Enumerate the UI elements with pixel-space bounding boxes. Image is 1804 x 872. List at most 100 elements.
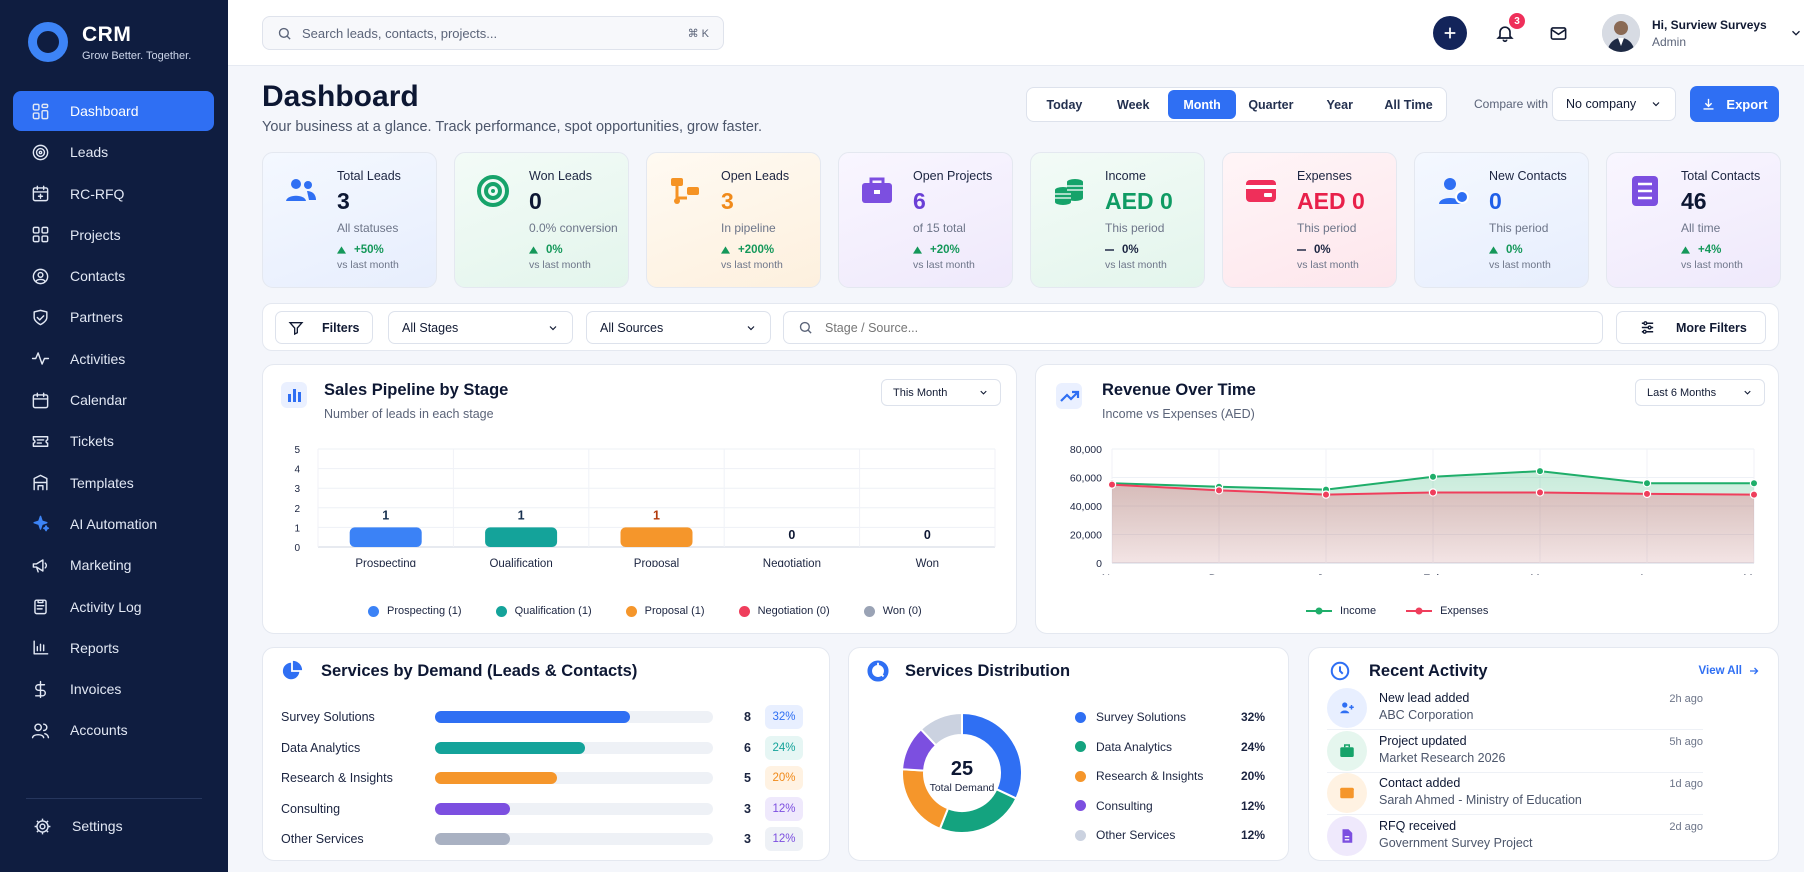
expenses-point[interactable] xyxy=(1428,488,1438,497)
distribution-legend-item[interactable]: Consulting 12% xyxy=(1075,799,1265,813)
sidebar-item-ai-automation[interactable]: AI Automation xyxy=(13,504,214,544)
legend-item[interactable]: Won (0) xyxy=(863,605,922,617)
kpi-card-new-contacts[interactable]: New Contacts 0 This period 0% vs last month xyxy=(1414,152,1589,288)
legend-item[interactable]: Prospecting (1) xyxy=(368,605,462,617)
sidebar-item-templates[interactable]: Templates xyxy=(13,463,214,503)
activity-item[interactable]: New lead added ABC Corporation 2h ago xyxy=(1327,688,1703,730)
sidebar-item-leads[interactable]: Leads xyxy=(13,132,214,172)
kpi-card-total-contacts[interactable]: Total Contacts 46 All time +4% vs last month xyxy=(1606,152,1781,288)
user-role: Admin xyxy=(1652,34,1687,49)
expenses-area xyxy=(1112,484,1754,563)
tab-today[interactable]: Today xyxy=(1046,97,1083,112)
search-input[interactable] xyxy=(302,25,678,41)
sidebar-item-activity-log[interactable]: Activity Log xyxy=(13,587,214,627)
legend-item[interactable]: Qualification (1) xyxy=(495,605,592,617)
activity-item[interactable]: Contact added Sarah Ahmed - Ministry of … xyxy=(1327,773,1703,815)
view-all-link[interactable]: View All xyxy=(1699,665,1760,677)
notifications-button[interactable]: 3 xyxy=(1488,13,1525,50)
distribution-legend-item[interactable]: Data Analytics 24% xyxy=(1075,740,1265,754)
triangle-up-icon xyxy=(337,246,346,254)
legend-item[interactable]: Negotiation (0) xyxy=(738,605,830,617)
messages-button[interactable] xyxy=(1541,16,1575,50)
expenses-point[interactable] xyxy=(1749,490,1759,499)
stage-source-input[interactable] xyxy=(825,320,1602,335)
service-row[interactable]: Consulting 3 12% xyxy=(281,796,811,821)
tab-month[interactable]: Month xyxy=(1167,90,1237,119)
service-row[interactable]: Survey Solutions 8 32% xyxy=(281,705,811,729)
donut-slice[interactable] xyxy=(938,787,1018,834)
donut-slice[interactable] xyxy=(901,768,950,831)
kpi-card-expenses[interactable]: Expenses AED 0 This period 0% vs last month xyxy=(1222,152,1397,288)
filters-button[interactable]: Filters xyxy=(275,311,373,344)
sidebar-item-rc-rfq[interactable]: RC-RFQ xyxy=(13,174,214,214)
sidebar-item-projects[interactable]: Projects xyxy=(13,215,214,255)
activity-item[interactable]: RFQ received Government Survey Project 2… xyxy=(1327,815,1703,858)
income-point[interactable] xyxy=(1428,472,1438,481)
activity-title: RFQ received xyxy=(1379,818,1457,833)
distribution-legend-item[interactable]: Other Services 12% xyxy=(1075,828,1265,842)
sidebar-item-contacts[interactable]: Contacts xyxy=(13,256,214,296)
bar-chart-icon xyxy=(33,640,49,655)
pipeline-legend: Prospecting (1) Qualification (1) Proposal… xyxy=(368,605,922,617)
sidebar-item-activities[interactable]: Activities xyxy=(13,339,214,379)
kpi-card-income[interactable]: Income AED 0 This period 0% vs last month xyxy=(1030,152,1205,288)
tab-week[interactable]: Week xyxy=(1117,97,1150,112)
brand[interactable]: CRM Grow Better. Together. xyxy=(28,22,191,62)
tab-quarter[interactable]: Quarter xyxy=(1248,97,1294,112)
bar[interactable] xyxy=(620,527,693,547)
expenses-point[interactable] xyxy=(1321,490,1331,499)
service-count: 6 xyxy=(744,740,751,755)
export-button[interactable]: Export xyxy=(1690,86,1779,122)
stage-source-search[interactable] xyxy=(783,311,1603,344)
y-tick-label: 60,000 xyxy=(1070,473,1102,485)
bar[interactable] xyxy=(485,527,558,547)
distribution-legend-item[interactable]: Survey Solutions 32% xyxy=(1075,710,1265,724)
kpi-delta-value: 0% xyxy=(1122,244,1139,256)
expenses-point[interactable] xyxy=(1535,488,1545,497)
legend-item[interactable]: Income xyxy=(1306,605,1376,617)
tab-year[interactable]: Year xyxy=(1326,97,1353,112)
global-search[interactable]: ⌘ K xyxy=(262,16,724,50)
activity-item[interactable]: Project updated Market Research 2026 5h … xyxy=(1327,730,1703,773)
bar[interactable] xyxy=(349,527,422,547)
donut-slice[interactable] xyxy=(919,711,963,747)
more-filters-button[interactable]: More Filters xyxy=(1616,311,1766,344)
income-point[interactable] xyxy=(1535,466,1545,476)
add-new-button[interactable] xyxy=(1433,16,1467,50)
expenses-point[interactable] xyxy=(1107,480,1117,489)
bar-chart-icon xyxy=(281,382,307,408)
income-point[interactable] xyxy=(1642,479,1652,488)
revenue-period-select[interactable]: Last 6 Months xyxy=(1635,379,1765,406)
stage-select[interactable]: All Stages xyxy=(388,311,573,344)
crm-logo-icon xyxy=(28,22,68,62)
user-menu[interactable]: Hi, Surview Surveys Admin xyxy=(1602,14,1803,52)
pipeline-period-select[interactable]: This Month xyxy=(881,379,1001,406)
kpi-value: 3 xyxy=(337,188,350,214)
source-select[interactable]: All Sources xyxy=(586,311,771,344)
expenses-point[interactable] xyxy=(1214,486,1224,495)
tab-all-time[interactable]: All Time xyxy=(1384,97,1433,112)
sidebar-item-accounts[interactable]: Accounts xyxy=(13,710,214,750)
service-row[interactable]: Data Analytics 6 24% xyxy=(281,735,811,760)
income-point[interactable] xyxy=(1749,479,1759,488)
chevron-down-icon xyxy=(1791,30,1800,36)
legend-item[interactable]: Proposal (1) xyxy=(625,605,705,617)
kpi-card-open-projects[interactable]: Open Projects 6 of 15 total +20% vs last mon… xyxy=(838,152,1013,288)
compare-select[interactable]: No company xyxy=(1552,87,1676,121)
sidebar-item-tickets[interactable]: Tickets xyxy=(13,421,214,461)
kpi-card-total-leads[interactable]: Total Leads 3 All statuses +50% vs last mont… xyxy=(262,152,437,288)
sidebar-item-marketing[interactable]: Marketing xyxy=(13,545,214,585)
sidebar-item-dashboard[interactable]: Dashboard xyxy=(13,91,214,131)
kpi-card-open-leads[interactable]: Open Leads 3 In pipeline +200% vs last month xyxy=(646,152,821,288)
sidebar-item-partners[interactable]: Partners xyxy=(13,297,214,337)
sidebar-item-settings[interactable]: Settings xyxy=(13,806,214,846)
sidebar-item-calendar[interactable]: Calendar xyxy=(13,380,214,420)
expenses-point[interactable] xyxy=(1642,489,1652,499)
legend-item[interactable]: Expenses xyxy=(1406,605,1488,617)
service-row[interactable]: Other Services 3 12% xyxy=(281,827,811,851)
distribution-legend-item[interactable]: Research & Insights 20% xyxy=(1075,769,1265,783)
kpi-card-won-leads[interactable]: Won Leads 0 0.0% conversion 0% vs last month xyxy=(454,152,629,288)
sidebar-item-reports[interactable]: Reports xyxy=(13,628,214,668)
sidebar-item-invoices[interactable]: Invoices xyxy=(13,669,214,709)
service-row[interactable]: Research & Insights 5 20% xyxy=(281,766,811,790)
